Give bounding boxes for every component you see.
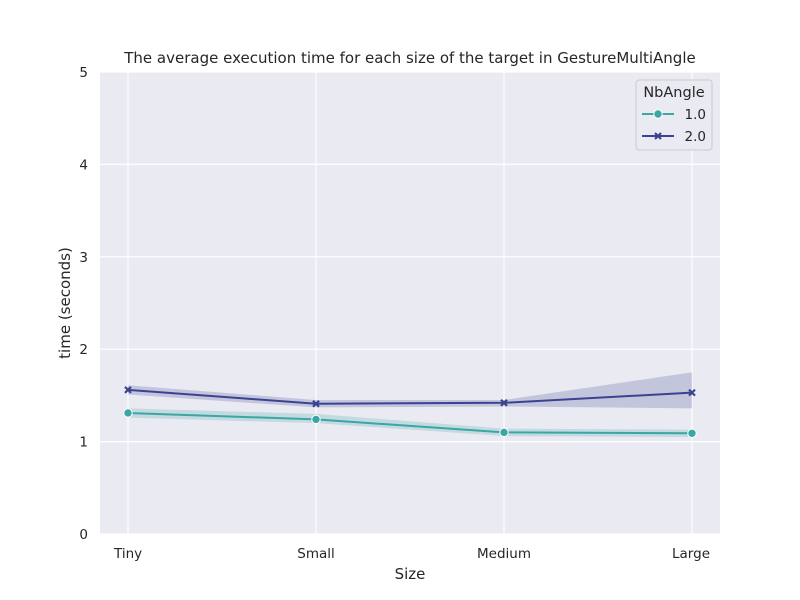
y-tick-label: 4 [79,157,88,173]
legend-label: 2.0 [685,129,706,145]
legend-marker-circle [653,109,663,119]
series-lines [127,388,693,435]
legend-entries: 1.02.0 [642,107,706,145]
series-markers [123,386,697,438]
x-tick-label: Tiny [113,546,142,562]
data-point-circle [311,414,321,425]
data-point-circle [687,428,697,438]
series-line [127,411,693,435]
y-tick-labels: 0 1 2 3 4 5 [79,65,88,543]
y-tick-label: 0 [79,527,88,543]
y-tick-label: 2 [79,342,88,358]
legend-marker-x [654,132,662,140]
chart-title: The average execution time for each size… [123,49,695,67]
y-axis-label: time (seconds) [56,247,74,359]
legend-title: NbAngle [643,85,704,101]
x-tick-label: Small [297,546,335,562]
data-point-x [124,386,132,394]
legend: NbAngle 1.02.0 [635,79,713,151]
confidence-band [128,408,692,437]
data-point-circle [499,427,509,438]
data-point-x [688,388,696,397]
legend-label: 1.0 [685,107,706,123]
y-tick-label: 3 [79,250,88,266]
data-point-x [312,399,320,408]
plot-area [100,72,720,534]
grid-lines [100,71,720,535]
x-tick-labels: Tiny Small Medium Large [113,546,710,562]
y-tick-label: 1 [79,435,88,451]
data-point-circle [123,408,133,418]
series-line [127,388,693,405]
x-tick-label: Medium [477,546,531,562]
data-point-x [500,399,508,407]
x-axis-label: Size [395,565,426,583]
y-tick-label: 5 [79,65,88,81]
x-tick-label: Large [672,546,710,562]
